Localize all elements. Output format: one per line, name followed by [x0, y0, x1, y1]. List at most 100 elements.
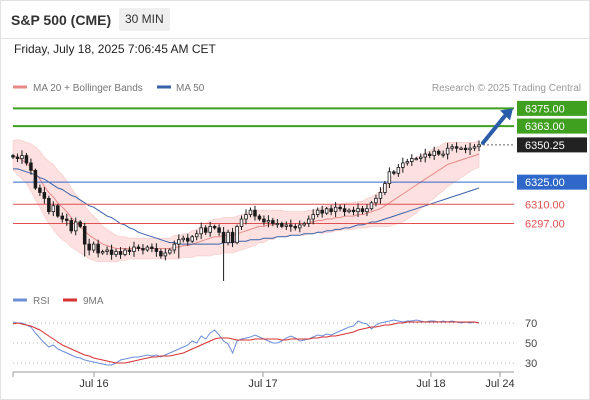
candle-body: [459, 147, 463, 150]
candle-body: [289, 224, 293, 227]
candle: [248, 207, 253, 218]
candle-body: [477, 144, 481, 148]
level-label-6297.00: 6297.00: [525, 218, 565, 230]
candle-body: [154, 248, 159, 252]
candle-body: [311, 214, 315, 220]
candle: [123, 248, 127, 257]
candle-body: [100, 251, 105, 254]
candle: [47, 195, 51, 215]
candle-body: [441, 153, 445, 156]
candle: [454, 142, 459, 153]
candle: [320, 205, 324, 218]
candle: [60, 212, 65, 223]
candle: [51, 201, 56, 217]
time-axis-label: Jul 16: [79, 378, 108, 390]
candle-body: [401, 162, 405, 168]
credit-text: Research © 2025 Trading Central: [432, 83, 581, 94]
candle: [338, 204, 342, 212]
candle: [217, 224, 221, 236]
candle: [410, 154, 414, 166]
candle-body: [42, 192, 47, 199]
candle-body: [419, 156, 423, 159]
candle: [163, 248, 168, 261]
bollinger-fill: [12, 139, 480, 263]
timestamp: Friday, July 18, 2025 7:06:45 AM CET: [14, 42, 216, 56]
candle: [401, 157, 405, 173]
candle-body: [257, 215, 262, 220]
forecast-arrow-shaft: [481, 111, 509, 145]
candle: [436, 149, 441, 156]
candle-body: [320, 209, 324, 214]
candle: [244, 209, 248, 225]
candle: [230, 227, 235, 248]
candle: [360, 206, 365, 215]
candle: [212, 224, 217, 230]
candle: [42, 187, 47, 204]
candle: [419, 153, 423, 163]
candle: [203, 225, 208, 235]
candle-body: [194, 233, 199, 238]
candle-body: [396, 166, 401, 174]
forecast-arrow: [481, 108, 513, 145]
candle-body: [445, 147, 450, 155]
candle: [275, 219, 280, 228]
candle: [405, 158, 410, 166]
candle: [190, 234, 194, 243]
candle-body: [217, 227, 221, 233]
rsi-ma9-line: [12, 321, 480, 364]
timeframe-button[interactable]: 30 MIN: [119, 8, 170, 31]
candle-body: [342, 208, 347, 213]
candle-body: [293, 226, 298, 229]
candle-body: [365, 208, 369, 213]
candle: [347, 208, 351, 214]
candle: [441, 150, 445, 158]
candle: [302, 221, 306, 227]
candle: [414, 156, 419, 161]
candle-body: [392, 171, 396, 174]
candle: [472, 144, 477, 151]
candle-body: [324, 208, 329, 214]
candle: [253, 205, 257, 221]
candle: [221, 227, 226, 281]
candle-body: [190, 236, 194, 242]
moving-averages: [12, 153, 480, 249]
time-axis-label: Jul 17: [248, 378, 277, 390]
candle-body: [123, 249, 127, 255]
candle-body: [136, 246, 141, 249]
legend-ma20-label: MA 20 + Bollinger Bands: [33, 83, 143, 94]
candle: [356, 203, 360, 217]
candle: [118, 247, 123, 259]
level-label-6310.00: 6310.00: [525, 199, 565, 211]
candle: [69, 217, 73, 234]
candle: [257, 214, 262, 221]
candle: [351, 206, 356, 216]
candle: [73, 217, 78, 236]
rsi-line: [12, 319, 480, 366]
candle: [150, 243, 154, 253]
candle-body: [11, 155, 15, 158]
level-tag-6375.00: [517, 100, 587, 116]
time-axis-label: Jul 24: [485, 378, 514, 390]
candle-body: [56, 205, 60, 217]
candle-body: [150, 246, 154, 249]
candle: [132, 241, 136, 257]
rsi-panel: 70 50 30: [12, 318, 537, 370]
candle-body: [351, 209, 356, 213]
candle: [477, 140, 481, 152]
candle-body: [82, 226, 87, 245]
candle-body: [454, 146, 459, 149]
candle: [177, 234, 181, 259]
candle: [383, 180, 387, 196]
candle-body: [253, 209, 257, 217]
candle-body: [383, 183, 387, 193]
candle: [423, 148, 427, 163]
candle-body: [226, 231, 230, 244]
candle-body: [271, 220, 275, 224]
candle: [141, 244, 145, 255]
candle-body: [33, 169, 38, 189]
candle: [15, 153, 20, 163]
candle-body: [329, 208, 333, 213]
legend-ma50-label: MA 50: [176, 83, 205, 94]
candle: [378, 187, 383, 204]
rsi-level-label: 70: [525, 318, 537, 330]
